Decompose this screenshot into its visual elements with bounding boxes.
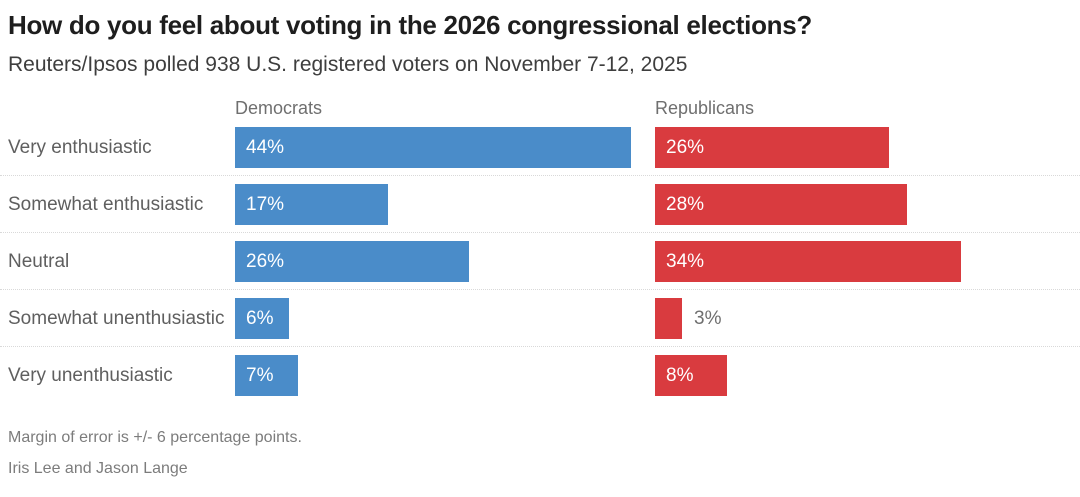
- republicans-bar-value: 34%: [666, 250, 705, 272]
- series-header-row: Democrats Republicans: [0, 97, 1080, 119]
- chart-row-somewhat-unenthusiastic: Somewhat unenthusiastic 6% 3%: [0, 289, 1080, 346]
- democrats-bar-value: 44%: [246, 136, 285, 158]
- chart-row-somewhat-enthusiastic: Somewhat enthusiastic 17% 28%: [0, 175, 1080, 232]
- democrats-bar: 26%: [235, 241, 469, 282]
- category-label: Very enthusiastic: [8, 136, 152, 158]
- grouped-bar-chart: Democrats Republicans Very enthusiastic …: [0, 97, 1080, 403]
- chart-title: How do you feel about voting in the 2026…: [8, 10, 812, 40]
- chart-subtitle: Reuters/Ipsos polled 938 U.S. registered…: [8, 53, 688, 76]
- chart-row-very-enthusiastic: Very enthusiastic 44% 26%: [0, 119, 1080, 175]
- chart-row-neutral: Neutral 26% 34%: [0, 232, 1080, 289]
- democrats-bar: 44%: [235, 127, 631, 168]
- margin-of-error-note: Margin of error is +/- 6 percentage poin…: [8, 429, 302, 446]
- category-label: Neutral: [8, 250, 70, 272]
- democrats-bar: 6%: [235, 298, 289, 339]
- category-label: Somewhat unenthusiastic: [8, 307, 225, 329]
- category-label: Very unenthusiastic: [8, 364, 173, 386]
- republicans-bar: 34%: [655, 241, 961, 282]
- republicans-bar-value: 3%: [694, 307, 722, 329]
- democrats-bar-value: 6%: [246, 307, 274, 329]
- democrats-bar-value: 7%: [246, 364, 274, 386]
- republicans-bar: 28%: [655, 184, 907, 225]
- byline: Iris Lee and Jason Lange: [8, 460, 188, 477]
- category-label: Somewhat enthusiastic: [8, 193, 204, 215]
- poll-chart-page: How do you feel about voting in the 2026…: [0, 10, 1080, 497]
- republicans-bar: 8%: [655, 355, 727, 396]
- republicans-bar: [655, 298, 682, 339]
- republicans-bar-value: 8%: [666, 364, 694, 386]
- republicans-bar: 26%: [655, 127, 889, 168]
- series-header-republicans: Republicans: [655, 98, 755, 118]
- chart-row-very-unenthusiastic: Very unenthusiastic 7% 8%: [0, 346, 1080, 403]
- democrats-bar: 7%: [235, 355, 298, 396]
- republicans-bar-value: 26%: [666, 136, 705, 158]
- democrats-bar-value: 17%: [246, 193, 285, 215]
- democrats-bar: 17%: [235, 184, 388, 225]
- republicans-bar-value: 28%: [666, 193, 705, 215]
- democrats-bar-value: 26%: [246, 250, 285, 272]
- series-header-democrats: Democrats: [235, 98, 323, 118]
